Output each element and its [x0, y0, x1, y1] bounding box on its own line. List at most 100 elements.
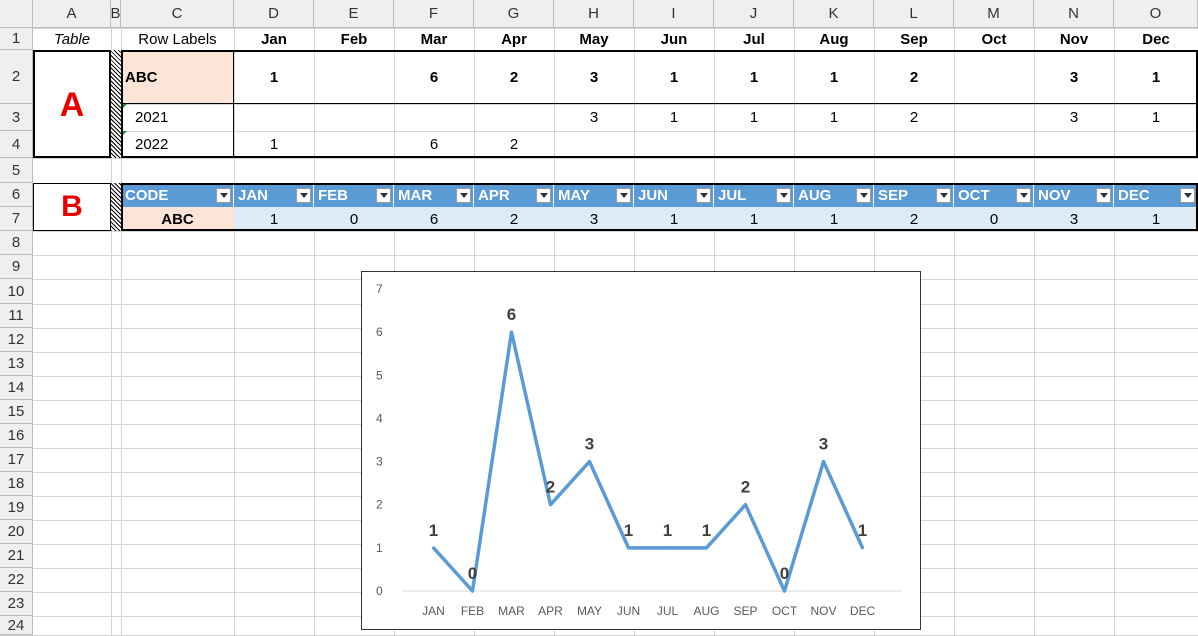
- filter-dropdown-button[interactable]: [856, 188, 871, 203]
- pivot-month-header[interactable]: Oct: [981, 30, 1007, 48]
- pivot-2021-value[interactable]: 1: [1151, 109, 1161, 126]
- row-header[interactable]: 14: [0, 376, 33, 400]
- pivot-2022-value[interactable]: [794, 131, 874, 158]
- pivot-2022-value[interactable]: [1114, 131, 1198, 158]
- filter-dropdown-button[interactable]: [1180, 188, 1195, 203]
- pivot-abc-value[interactable]: [954, 50, 1034, 104]
- column-header[interactable]: A: [33, 0, 111, 28]
- row-header[interactable]: 22: [0, 568, 33, 592]
- row-header[interactable]: 17: [0, 448, 33, 472]
- pivot-2021-value[interactable]: 1: [669, 109, 679, 126]
- pivot-2021-value[interactable]: 3: [1069, 109, 1079, 126]
- pivot-month-header[interactable]: Dec: [1142, 30, 1170, 48]
- table-b-header[interactable]: SEP: [874, 183, 954, 207]
- table-b-value[interactable]: 3: [1034, 207, 1114, 231]
- filter-dropdown-button[interactable]: [296, 188, 311, 203]
- column-header[interactable]: E: [314, 0, 394, 28]
- pivot-2021-value[interactable]: 1: [749, 109, 759, 126]
- column-header[interactable]: O: [1114, 0, 1198, 28]
- pivot-month-header[interactable]: Sep: [900, 30, 928, 48]
- pivot-2021-value[interactable]: 3: [589, 109, 599, 126]
- pivot-abc-value[interactable]: 1: [669, 68, 679, 86]
- row-header[interactable]: 16: [0, 424, 33, 448]
- filter-dropdown-button[interactable]: [616, 188, 631, 203]
- row-header[interactable]: 20: [0, 520, 33, 544]
- filter-dropdown-button[interactable]: [536, 188, 551, 203]
- filter-dropdown-button[interactable]: [216, 188, 231, 203]
- pivot-month-header[interactable]: Jun: [660, 30, 688, 48]
- column-header[interactable]: D: [234, 0, 314, 28]
- pivot-row-labels-header[interactable]: Row Labels: [138, 30, 217, 48]
- pivot-month-header[interactable]: Jul: [743, 30, 765, 48]
- pivot-month-header[interactable]: Feb: [340, 30, 368, 48]
- column-header[interactable]: F: [394, 0, 474, 28]
- row-header[interactable]: 10: [0, 279, 33, 304]
- filter-dropdown-button[interactable]: [376, 188, 391, 203]
- pivot-2022-value[interactable]: [1034, 131, 1114, 158]
- row-header[interactable]: 13: [0, 352, 33, 376]
- pivot-abc-value[interactable]: 2: [909, 68, 919, 86]
- filter-dropdown-button[interactable]: [776, 188, 791, 203]
- column-header[interactable]: L: [874, 0, 954, 28]
- table-b-header[interactable]: APR: [474, 183, 554, 207]
- pivot-abc-value[interactable]: 1: [829, 68, 839, 86]
- filter-dropdown-button[interactable]: [936, 188, 951, 203]
- table-b-header[interactable]: MAY: [554, 183, 634, 207]
- pivot-abc-value[interactable]: 1: [749, 68, 759, 86]
- column-header[interactable]: M: [954, 0, 1034, 28]
- filter-dropdown-button[interactable]: [456, 188, 471, 203]
- row-header[interactable]: 23: [0, 592, 33, 616]
- row-header[interactable]: 15: [0, 400, 33, 424]
- pivot-month-header[interactable]: Apr: [501, 30, 527, 48]
- column-header[interactable]: J: [714, 0, 794, 28]
- pivot-2022-value[interactable]: [874, 131, 954, 158]
- pivot-2021-value[interactable]: 2: [909, 109, 919, 126]
- pivot-2021-value[interactable]: [234, 104, 314, 131]
- column-header[interactable]: H: [554, 0, 634, 28]
- row-header[interactable]: 3: [0, 104, 33, 131]
- row-header[interactable]: 8: [0, 231, 33, 255]
- select-all-corner[interactable]: [0, 0, 33, 28]
- pivot-abc-value[interactable]: 2: [509, 68, 519, 86]
- table-b-value[interactable]: 3: [554, 207, 634, 231]
- table-b-value[interactable]: 1: [794, 207, 874, 231]
- column-header[interactable]: K: [794, 0, 874, 28]
- pivot-month-header[interactable]: Nov: [1059, 30, 1089, 48]
- table-b-value[interactable]: 2: [474, 207, 554, 231]
- row-header[interactable]: 6: [0, 183, 33, 207]
- filter-dropdown-button[interactable]: [1016, 188, 1031, 203]
- pivot-month-header[interactable]: Aug: [819, 30, 849, 48]
- table-b-value[interactable]: 1: [1114, 207, 1198, 231]
- pivot-abc-value[interactable]: 3: [589, 68, 599, 86]
- pivot-month-header[interactable]: Mar: [420, 30, 448, 48]
- pivot-2022-value[interactable]: [314, 131, 394, 158]
- table-b-value[interactable]: 6: [394, 207, 474, 231]
- pivot-abc-value[interactable]: 1: [1151, 68, 1161, 86]
- column-header[interactable]: I: [634, 0, 714, 28]
- pivot-month-header[interactable]: Jan: [261, 30, 287, 48]
- table-b-value[interactable]: 1: [634, 207, 714, 231]
- pivot-abc-value[interactable]: 1: [269, 68, 279, 86]
- table-b-value[interactable]: 0: [314, 207, 394, 231]
- table-b-value[interactable]: 1: [234, 207, 314, 231]
- pivot-2021-value[interactable]: [474, 104, 554, 131]
- pivot-2022-value[interactable]: 1: [269, 136, 279, 153]
- pivot-2022-label[interactable]: 2022: [135, 136, 169, 153]
- pivot-2022-value[interactable]: [554, 131, 634, 158]
- cell-a1[interactable]: Table: [53, 30, 91, 48]
- row-header[interactable]: 11: [0, 304, 33, 328]
- row-header[interactable]: 19: [0, 496, 33, 520]
- table-b-value[interactable]: 1: [714, 207, 794, 231]
- row-header[interactable]: 9: [0, 255, 33, 279]
- pivot-abc-value[interactable]: 6: [429, 68, 439, 86]
- pivot-2021-value[interactable]: [394, 104, 474, 131]
- pivot-abc-value[interactable]: [314, 50, 394, 104]
- table-b-header[interactable]: JUL: [714, 183, 794, 207]
- pivot-2021-value[interactable]: [314, 104, 394, 131]
- pivot-2022-value[interactable]: [714, 131, 794, 158]
- pivot-2021-label[interactable]: 2021: [135, 109, 169, 126]
- column-header[interactable]: B: [111, 0, 121, 28]
- pivot-2021-value[interactable]: 1: [829, 109, 839, 126]
- pivot-month-header[interactable]: May: [579, 30, 609, 48]
- table-b-code[interactable]: ABC: [121, 207, 234, 231]
